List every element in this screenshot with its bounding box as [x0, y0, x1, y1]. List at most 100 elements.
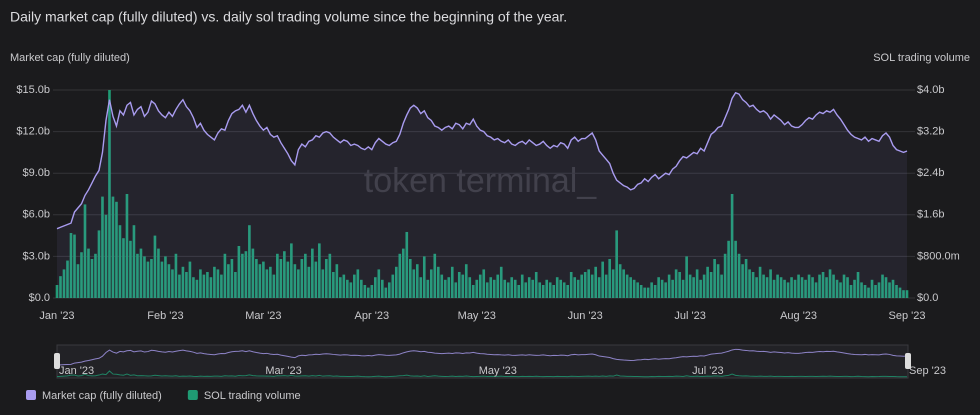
- bar: [692, 277, 695, 298]
- bar: [412, 269, 416, 298]
- bar: [457, 272, 461, 298]
- bar: [293, 264, 297, 298]
- line: [56, 91, 908, 230]
- bar: [769, 269, 772, 298]
- navigator[interactable]: [56, 344, 909, 379]
- chart-title: Daily market cap (fully diluted) vs. dai…: [10, 9, 567, 25]
- bar: [492, 279, 496, 298]
- bar: [272, 274, 276, 298]
- x-tick-label: Apr '23: [355, 310, 390, 322]
- bar: [209, 277, 213, 298]
- bar: [258, 264, 262, 298]
- bar: [569, 272, 573, 298]
- bar: [678, 272, 681, 298]
- bar: [87, 248, 90, 298]
- bar: [506, 282, 510, 298]
- bar: [671, 279, 674, 298]
- bar: [891, 279, 895, 298]
- bar: [73, 234, 76, 298]
- bar: [157, 248, 160, 298]
- bar: [527, 277, 531, 298]
- bar: [178, 274, 181, 298]
- bar: [758, 266, 762, 298]
- bar: [311, 248, 314, 298]
- bar: [779, 277, 783, 298]
- bar: [377, 269, 381, 298]
- bar: [751, 272, 755, 298]
- bar: [832, 274, 835, 298]
- bar: [818, 274, 821, 298]
- bar: [464, 264, 468, 298]
- navigator-handle[interactable]: [54, 353, 60, 369]
- bar: [188, 261, 192, 298]
- bar: [387, 282, 391, 298]
- y2-tick-label: $800.0m: [917, 250, 960, 262]
- area: [57, 92, 907, 299]
- x-tick-label: Jan '23: [39, 310, 74, 322]
- bar: [800, 277, 804, 298]
- bar: [125, 194, 129, 298]
- bar: [849, 285, 853, 298]
- bar: [419, 277, 423, 298]
- bar: [737, 253, 741, 298]
- bar: [863, 285, 867, 298]
- bar: [811, 277, 814, 298]
- x-tick-label: Jul '23: [674, 310, 705, 322]
- bar: [255, 259, 258, 298]
- bar: [192, 277, 195, 298]
- bar: [83, 204, 87, 298]
- bar: [223, 253, 227, 298]
- bar: [636, 282, 639, 298]
- bar: [171, 269, 174, 298]
- bar: [321, 269, 325, 298]
- bar: [153, 235, 157, 298]
- bar: [594, 266, 597, 298]
- bar: [454, 282, 458, 298]
- bar: [713, 259, 716, 298]
- bar: [132, 225, 136, 298]
- bar: [685, 256, 688, 298]
- x-tick-label: Feb '23: [147, 310, 183, 322]
- bar: [335, 264, 339, 298]
- bar: [618, 264, 622, 298]
- x-tick-label: May '23: [458, 310, 496, 322]
- bar: [499, 266, 503, 298]
- bar: [398, 253, 402, 298]
- bar: [562, 282, 566, 298]
- bar: [356, 269, 360, 298]
- bar: [853, 279, 856, 298]
- bar: [269, 266, 272, 298]
- bar: [513, 279, 517, 298]
- bar: [814, 282, 818, 298]
- navigator-handle[interactable]: [905, 353, 911, 369]
- bar: [146, 261, 150, 298]
- bar: [804, 279, 807, 298]
- y-tick-label: $12.0b: [16, 126, 50, 138]
- bar: [576, 279, 580, 298]
- bar: [734, 240, 737, 298]
- bar: [62, 269, 66, 298]
- bar: [283, 251, 286, 298]
- bar: [639, 285, 643, 298]
- bar: [415, 264, 419, 298]
- bar: [856, 272, 860, 298]
- bar: [905, 290, 909, 298]
- bar: [318, 243, 321, 298]
- y2-tick-label: $1.6b: [917, 209, 945, 221]
- bar: [688, 274, 692, 298]
- navigator-label: Jul '23: [692, 365, 723, 377]
- bar: [657, 277, 660, 298]
- bar: [877, 282, 881, 298]
- bar: [772, 279, 776, 298]
- bar: [709, 272, 713, 298]
- bar: [241, 253, 244, 298]
- bar: [290, 243, 293, 298]
- navigator-line: [56, 370, 907, 378]
- bar: [625, 274, 629, 298]
- bar: [227, 264, 230, 298]
- bar: [828, 269, 832, 298]
- bar: [360, 279, 363, 298]
- bar: [475, 279, 479, 298]
- bar: [328, 253, 332, 298]
- bar: [517, 285, 521, 298]
